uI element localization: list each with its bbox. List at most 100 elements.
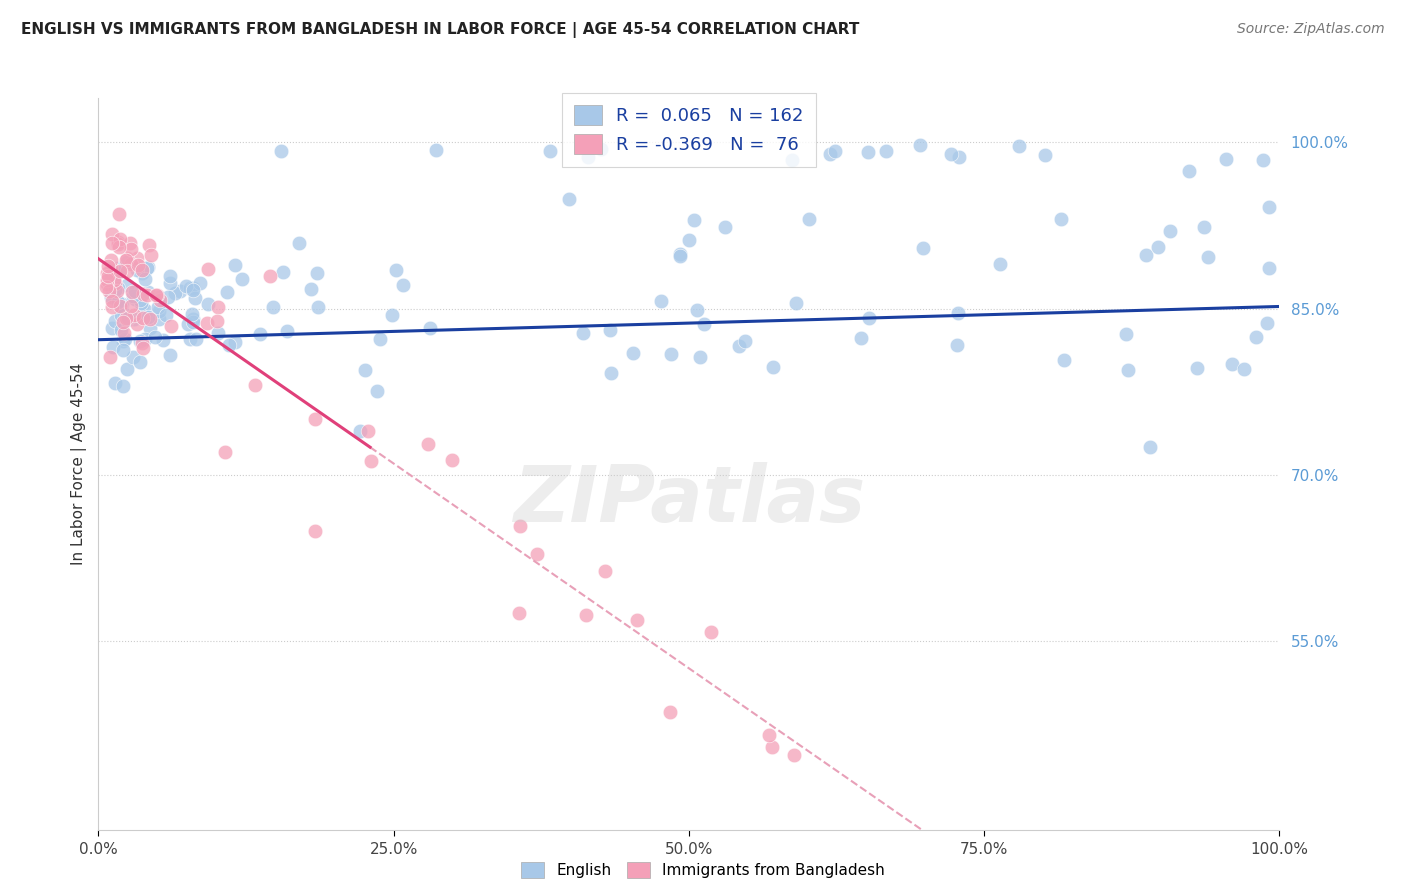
Point xyxy=(659,346,682,360)
Point xyxy=(136,261,159,276)
Point xyxy=(276,324,298,338)
Point xyxy=(381,308,404,322)
Point xyxy=(103,273,125,287)
Point xyxy=(121,285,143,300)
Point xyxy=(758,728,780,742)
Point xyxy=(100,260,122,275)
Point xyxy=(127,258,149,272)
Point xyxy=(125,263,148,277)
Point xyxy=(349,424,371,438)
Point xyxy=(111,379,134,393)
Point xyxy=(128,293,150,308)
Point xyxy=(107,260,129,275)
Point xyxy=(734,334,756,348)
Point xyxy=(117,264,139,278)
Point xyxy=(101,280,124,294)
Point xyxy=(689,350,711,364)
Point xyxy=(180,308,202,322)
Point xyxy=(148,304,170,318)
Point xyxy=(780,153,803,167)
Point xyxy=(165,285,187,300)
Point xyxy=(197,261,219,276)
Point xyxy=(96,277,118,291)
Point xyxy=(181,312,204,326)
Point xyxy=(134,303,156,318)
Point xyxy=(683,212,706,227)
Point xyxy=(115,251,138,265)
Point xyxy=(132,341,155,355)
Point xyxy=(288,236,311,251)
Point xyxy=(700,624,723,639)
Point xyxy=(127,317,149,331)
Point xyxy=(107,235,129,249)
Point xyxy=(103,277,125,291)
Point xyxy=(509,519,531,533)
Point xyxy=(138,320,160,334)
Point xyxy=(115,310,138,325)
Point xyxy=(572,326,595,340)
Point xyxy=(136,260,159,274)
Point xyxy=(110,323,132,337)
Point xyxy=(131,299,153,313)
Point xyxy=(354,363,377,377)
Point xyxy=(1258,260,1281,275)
Point xyxy=(538,144,561,158)
Point xyxy=(138,312,160,326)
Point xyxy=(1053,353,1076,368)
Point xyxy=(948,150,970,164)
Point xyxy=(107,280,129,294)
Point xyxy=(101,286,124,301)
Point xyxy=(120,257,142,271)
Point xyxy=(146,300,169,314)
Point xyxy=(1246,330,1268,344)
Point xyxy=(946,338,969,352)
Point xyxy=(159,276,181,290)
Y-axis label: In Labor Force | Age 45-54: In Labor Force | Age 45-54 xyxy=(72,363,87,565)
Point xyxy=(110,308,132,322)
Point xyxy=(1007,139,1029,153)
Point xyxy=(207,326,229,340)
Point xyxy=(177,318,200,332)
Point xyxy=(188,276,211,290)
Point xyxy=(1257,200,1279,214)
Point xyxy=(270,144,292,158)
Point xyxy=(184,291,207,305)
Point xyxy=(799,212,821,227)
Point xyxy=(134,332,156,346)
Point xyxy=(1116,362,1139,376)
Point xyxy=(669,249,692,263)
Point xyxy=(650,293,672,308)
Point xyxy=(366,384,388,399)
Point xyxy=(101,236,124,251)
Point xyxy=(243,377,266,392)
Point xyxy=(108,264,131,278)
Legend: English, Immigrants from Bangladesh: English, Immigrants from Bangladesh xyxy=(515,856,891,884)
Point xyxy=(148,290,170,304)
Point xyxy=(304,412,326,426)
Point xyxy=(105,284,128,298)
Point xyxy=(384,263,406,277)
Point xyxy=(693,318,716,332)
Point xyxy=(108,207,131,221)
Point xyxy=(143,329,166,343)
Point xyxy=(875,144,897,158)
Point xyxy=(195,316,218,330)
Point xyxy=(101,300,124,314)
Point xyxy=(578,151,600,165)
Point xyxy=(110,319,132,334)
Point xyxy=(110,232,132,246)
Point xyxy=(685,303,707,318)
Point xyxy=(249,327,271,342)
Point xyxy=(231,271,253,285)
Point xyxy=(714,219,737,234)
Point xyxy=(183,281,205,295)
Point xyxy=(1139,440,1161,454)
Point xyxy=(148,312,170,326)
Point xyxy=(159,269,181,284)
Point xyxy=(626,613,648,627)
Point xyxy=(785,295,807,310)
Point xyxy=(136,285,159,299)
Point xyxy=(1215,152,1237,166)
Point xyxy=(145,287,167,301)
Point xyxy=(115,277,138,292)
